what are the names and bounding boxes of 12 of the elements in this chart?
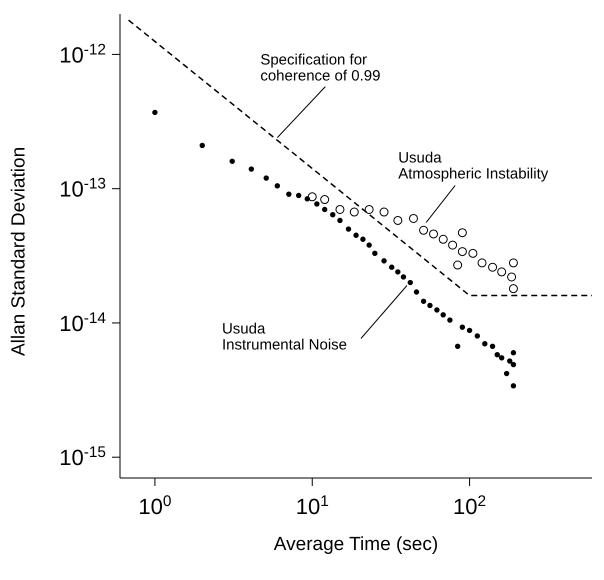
x-tick-label: 10$^{1}$	[296, 492, 329, 519]
annotation: Usuda Atmospheric Instability	[398, 149, 549, 182]
y-axis-title: Allan Standard Deviation	[8, 146, 30, 356]
x-tick-label: 10$^{0}$	[138, 492, 172, 519]
y-tick-label: 10$^{-13}$	[59, 175, 106, 202]
y-tick-label: 10$^{-15}$	[59, 444, 106, 470]
x-tick-label: 10$^{2}$	[453, 492, 486, 519]
y-tick-label: 10$^{-14}$	[59, 309, 106, 336]
x-axis-title: Average Time (sec)	[274, 534, 438, 555]
annotation: Usuda Instrumental Noise	[222, 320, 348, 354]
annotation: Specification for coherence of 0.99	[260, 52, 380, 85]
y-tick-label: 10$^{-12}$	[59, 40, 106, 68]
